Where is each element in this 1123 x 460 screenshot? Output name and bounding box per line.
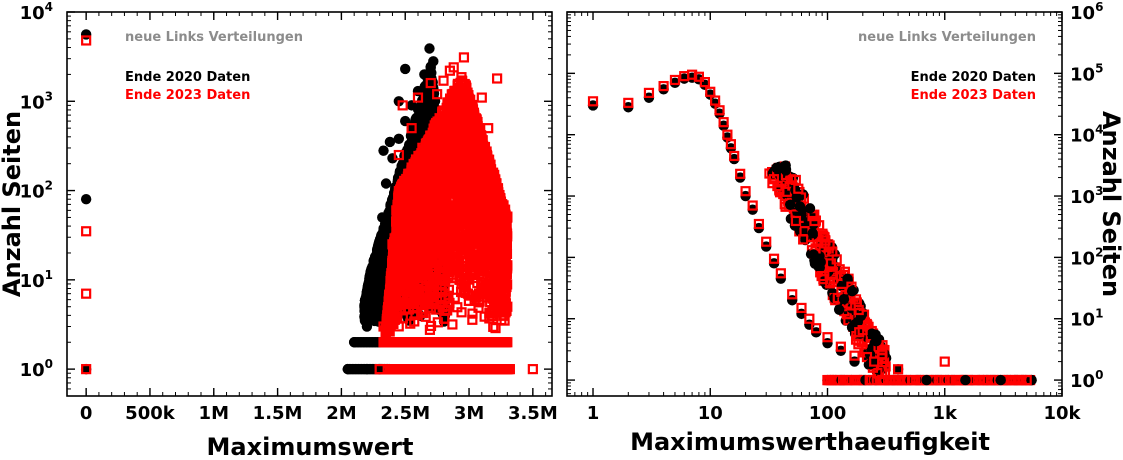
- data-point-2020: [410, 114, 422, 126]
- data-point-2023: [409, 316, 420, 327]
- data-point-2020: [366, 263, 377, 275]
- data-point-2023: [488, 321, 499, 332]
- data-point-2020: [369, 251, 381, 263]
- data-point-2023: [447, 319, 458, 330]
- data-point-2023: [424, 324, 436, 335]
- left-plot-points: [80, 29, 538, 375]
- left-panel: 0 500k 1M 1.5M 2M 2.5M 3M 3.5M 100101102103104 …: [0, 0, 558, 460]
- data-point-2023: [439, 313, 450, 324]
- data-point-2023: [467, 308, 478, 319]
- data-point-2020: [423, 109, 435, 120]
- data-point-2023: [490, 322, 501, 334]
- data-point-2020: [380, 223, 392, 234]
- data-point-2020: [367, 304, 378, 316]
- data-point-2023: [467, 314, 478, 325]
- data-point-2020: [366, 282, 377, 293]
- data-point-2020: [375, 236, 386, 247]
